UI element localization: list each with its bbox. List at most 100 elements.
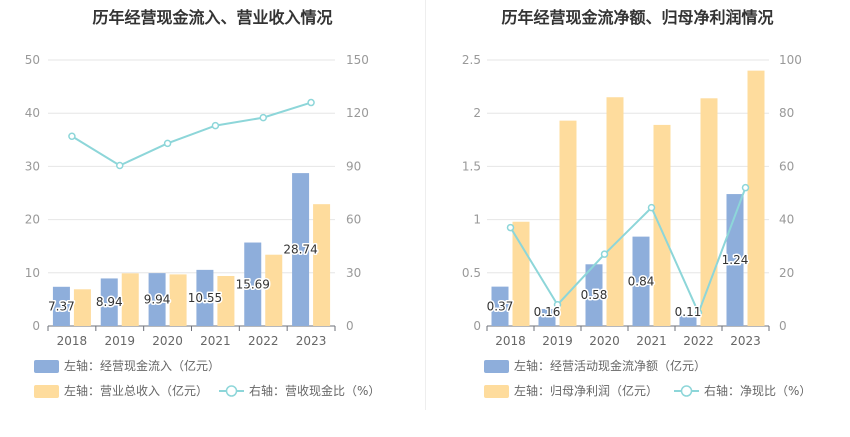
right-axis-tick-label: 150 xyxy=(346,53,369,67)
bar-secondary xyxy=(265,254,283,326)
bar-secondary xyxy=(313,204,331,326)
data-label: 15.69 xyxy=(236,277,270,291)
legend-label: 右轴：净现比（%） xyxy=(704,383,811,398)
data-label: 9.94 xyxy=(144,293,171,307)
bar-primary xyxy=(292,173,310,326)
legend-line-marker xyxy=(225,385,238,397)
bar-primary xyxy=(100,278,118,326)
x-axis-tick-label: 2023 xyxy=(296,334,327,348)
bar-primary xyxy=(52,286,70,326)
x-axis-tick-label: 2022 xyxy=(683,334,714,348)
chart-panel-right: 历年经营现金流净额、归母净利润情况 0 0 0.5 20 1 40 1.5 60 2 80 2.5 1… xyxy=(425,0,850,437)
data-label: 10.55 xyxy=(188,291,222,305)
line-series xyxy=(509,187,747,316)
legend-label: 右轴：营收现金比（%） xyxy=(249,383,380,398)
left-axis-tick-label: 20 xyxy=(25,213,40,227)
line-point xyxy=(211,121,220,130)
line-point xyxy=(163,139,172,148)
right-axis-tick-label: 60 xyxy=(346,213,361,227)
left-axis-tick-label: 0.5 xyxy=(462,266,481,280)
right-axis-tick-label: 40 xyxy=(779,213,794,227)
x-axis-tick-label: 2021 xyxy=(200,334,231,348)
right-axis-tick-label: 80 xyxy=(779,106,794,120)
x-axis-tick-label: 2021 xyxy=(636,334,667,348)
chart-panel-left: 历年经营现金流入、营业收入情况 0 0 10 30 20 60 30 90 40 120 50 150… xyxy=(25,8,380,398)
bar-primary xyxy=(585,264,603,326)
right-axis-tick-label: 60 xyxy=(779,159,794,173)
bar-primary xyxy=(196,269,214,326)
legend-swatch xyxy=(34,385,59,398)
bar-secondary xyxy=(747,70,765,326)
x-axis-tick-label: 2023 xyxy=(730,334,761,348)
bar-primary xyxy=(244,242,262,326)
line-point xyxy=(647,203,656,212)
left-axis-tick-label: 1.5 xyxy=(462,159,481,173)
right-axis-tick-label: 0 xyxy=(346,319,354,333)
chart-canvas-left: 0 0 10 30 20 60 30 90 40 120 50 150 2018 2019 2020 2021… xyxy=(25,53,380,398)
legend-label: 左轴：经营活动现金流净额（亿元） xyxy=(514,358,706,373)
x-axis-tick-label: 2019 xyxy=(542,334,573,348)
data-label: 7.37 xyxy=(48,299,75,313)
data-label: 0.16 xyxy=(534,305,561,319)
right-axis-tick-label: 30 xyxy=(346,266,361,280)
legend-line-marker xyxy=(680,385,693,397)
x-axis-tick-label: 2022 xyxy=(248,334,279,348)
left-axis-tick-label: 50 xyxy=(25,53,40,67)
left-axis-tick-label: 30 xyxy=(25,159,40,173)
bar-secondary xyxy=(73,289,91,326)
x-axis-tick-label: 2019 xyxy=(104,334,135,348)
x-axis-tick-label: 2020 xyxy=(152,334,183,348)
line-point xyxy=(600,250,609,258)
legend-swatch xyxy=(484,360,509,373)
left-axis-tick-label: 1 xyxy=(473,213,481,227)
legend-swatch xyxy=(484,385,509,398)
line-point xyxy=(116,161,124,170)
legend-label: 左轴：营业总收入（亿元） xyxy=(64,383,208,398)
bar-secondary xyxy=(217,275,235,326)
data-label: 0.84 xyxy=(628,274,655,288)
line-point xyxy=(553,300,562,309)
bar-primary xyxy=(491,286,509,326)
bar-secondary xyxy=(121,273,139,326)
bar-secondary xyxy=(700,98,718,326)
bar-primary xyxy=(538,308,556,326)
line-point xyxy=(694,308,703,317)
data-label: 0.37 xyxy=(487,299,514,313)
line-point xyxy=(307,98,315,107)
right-axis-tick-label: 90 xyxy=(346,159,361,173)
chart-title: 历年经营现金流入、营业收入情况 xyxy=(92,8,333,27)
left-axis-tick-label: 0 xyxy=(32,319,40,333)
left-axis-tick-label: 2 xyxy=(473,106,481,120)
right-axis-tick-label: 100 xyxy=(779,53,802,67)
bar-secondary xyxy=(512,221,530,326)
bar-secondary xyxy=(653,124,671,327)
bar-secondary xyxy=(606,97,624,327)
legend-label: 左轴：经营现金流入（亿元） xyxy=(64,358,220,373)
left-axis-tick-label: 40 xyxy=(25,106,40,120)
left-axis-tick-label: 2.5 xyxy=(462,53,481,67)
legend-label: 左轴：归母净利润（亿元） xyxy=(514,383,658,398)
bar-primary xyxy=(632,236,650,326)
data-label: 1.24 xyxy=(722,253,749,267)
line-point xyxy=(741,183,750,192)
chart-title: 历年经营现金流净额、归母净利润情况 xyxy=(501,8,774,27)
right-axis-tick-label: 0 xyxy=(779,319,787,333)
bar-secondary xyxy=(169,274,187,326)
line-point xyxy=(506,223,515,232)
left-axis-tick-label: 10 xyxy=(25,266,40,280)
line-point xyxy=(259,113,267,122)
legend-swatch xyxy=(34,360,59,373)
data-label: 0.11 xyxy=(675,305,702,319)
bar-secondary xyxy=(559,120,577,326)
bar-primary xyxy=(679,314,697,326)
right-axis-tick-label: 20 xyxy=(779,266,794,280)
line-series xyxy=(71,101,312,167)
left-axis-tick-label: 0 xyxy=(473,319,481,333)
data-label: 28.74 xyxy=(283,243,317,257)
bar-primary xyxy=(148,273,166,326)
data-label: 8.94 xyxy=(96,295,123,309)
right-axis-tick-label: 120 xyxy=(346,106,369,120)
x-axis-tick-label: 2020 xyxy=(589,334,620,348)
panel-divider xyxy=(425,0,426,410)
x-axis-tick-label: 2018 xyxy=(495,334,526,348)
